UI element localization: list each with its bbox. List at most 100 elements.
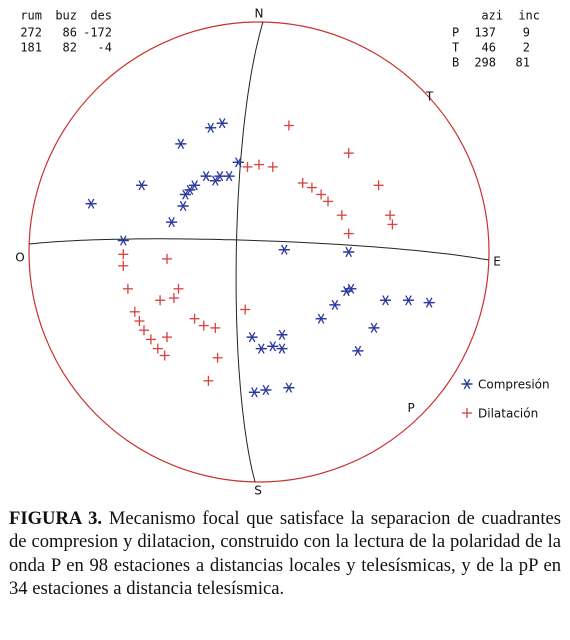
south-label: S (254, 484, 262, 498)
table-cell: P (452, 26, 459, 40)
data-point (175, 138, 187, 149)
data-point (189, 313, 200, 324)
table-cell: -4 (98, 41, 112, 55)
table-cell: 86 (63, 26, 77, 40)
data-point (297, 178, 308, 188)
data-point (373, 180, 384, 191)
data-point (423, 297, 435, 308)
data-point (118, 260, 129, 271)
data-point (329, 299, 341, 310)
caption-text: Mecanismo focal que satisface la separac… (9, 508, 561, 599)
data-point (162, 332, 172, 343)
data-point (155, 295, 166, 306)
data-point (276, 329, 288, 340)
axis-label: P (407, 401, 414, 415)
data-point (315, 313, 327, 324)
data-point (343, 148, 354, 159)
data-point (343, 246, 355, 258)
data-point (306, 182, 317, 193)
table-header: rum (20, 9, 42, 23)
data-point (179, 189, 191, 200)
data-point (118, 249, 129, 260)
nodal-plane (235, 21, 264, 483)
data-point (276, 343, 288, 354)
data-point (152, 343, 163, 354)
data-point (209, 175, 221, 186)
table-cell: 82 (63, 41, 77, 55)
data-point (184, 184, 196, 195)
data-point (267, 341, 279, 352)
data-point (205, 122, 217, 133)
data-point (134, 316, 145, 326)
data-point (385, 210, 396, 221)
data-point (210, 322, 221, 333)
west-label: O (15, 251, 24, 265)
table-cell: 46 (482, 41, 496, 55)
data-point (168, 293, 179, 303)
data-point (343, 228, 354, 239)
data-point (248, 387, 260, 398)
table-cell: 272 (20, 26, 42, 40)
data-point (278, 244, 290, 255)
legend-marker (462, 408, 472, 418)
table-header: inc (518, 9, 540, 23)
data-point (177, 200, 189, 212)
data-point (212, 352, 223, 363)
data-point (173, 283, 184, 294)
data-point (260, 384, 272, 396)
data-point (345, 283, 357, 294)
data-point (380, 295, 391, 306)
table-header: buz (55, 9, 77, 23)
data-point (129, 306, 140, 317)
data-point (200, 171, 212, 182)
data-point (242, 161, 253, 172)
north-label: N (255, 7, 264, 21)
data-point (159, 350, 170, 361)
caption: FIGURA 3. Mecanismo focal que satisface … (9, 507, 561, 600)
legend-marker (461, 378, 473, 390)
data-point (223, 171, 235, 182)
table-cell: 298 (474, 56, 496, 70)
data-point (240, 304, 251, 315)
data-point (255, 343, 267, 354)
data-point (145, 334, 156, 345)
data-point (352, 345, 364, 356)
data-point (162, 253, 172, 264)
table-cell: 81 (516, 56, 530, 70)
data-point (166, 217, 178, 228)
table-cell: 181 (20, 41, 42, 55)
table-header: azi (481, 9, 503, 23)
data-point (136, 180, 148, 191)
table-cell: 9 (523, 26, 530, 40)
data-point (283, 120, 294, 131)
legend-label: Dilatación (478, 407, 538, 421)
data-point (139, 325, 149, 336)
axis-label: T (425, 90, 434, 104)
data-point (232, 157, 244, 168)
data-point (189, 180, 201, 191)
data-point (203, 375, 214, 386)
nodal-plane (29, 238, 489, 261)
data-point (323, 196, 333, 207)
data-point (316, 189, 327, 200)
data-point (336, 210, 347, 221)
data-point (122, 283, 133, 294)
data-point (403, 295, 414, 306)
caption-label: FIGURA 3. (9, 508, 103, 529)
stereonet-figure: N S O E rum buz des 272 86 -172 181 82 -4 azi inc P… (15, 7, 550, 498)
table-header: des (90, 9, 112, 23)
data-point (387, 219, 398, 230)
table-cell: -172 (83, 26, 112, 40)
data-point (267, 161, 278, 172)
data-point (368, 322, 380, 333)
table-cell: 137 (474, 26, 496, 40)
data-point (283, 382, 295, 393)
east-label: E (493, 255, 501, 269)
table-cell: T (452, 41, 459, 55)
legend-label: Compresión (478, 378, 550, 392)
data-point (246, 332, 258, 343)
data-point (198, 320, 209, 331)
data-point (117, 235, 129, 246)
data-point (216, 118, 228, 129)
